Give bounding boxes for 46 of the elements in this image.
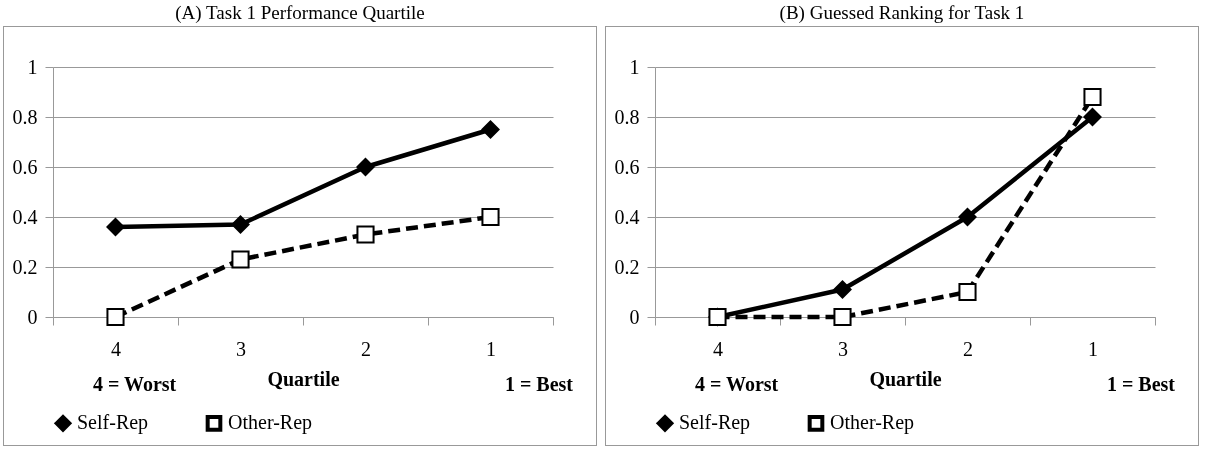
y-tick-label: 0 [27, 305, 38, 328]
x-tick-label: 2 [963, 337, 973, 360]
y-tick-label: 0.4 [614, 205, 640, 228]
point [1083, 87, 1102, 107]
point [833, 280, 852, 299]
y-tick-label: 0.2 [12, 255, 38, 278]
x-tick-label: 4 [111, 337, 121, 360]
legend-label: Other-Rep [228, 411, 313, 435]
x-tick-label: 4 [713, 337, 723, 360]
point [958, 282, 977, 302]
x-tick-label: 3 [838, 337, 848, 360]
point [958, 207, 977, 227]
legend-label: Self-Rep [679, 411, 751, 435]
x-axis-title: Quartile [869, 367, 942, 390]
chart-title: (A) Task 1 Performance Quartile [175, 1, 425, 25]
point [356, 157, 375, 177]
x-tick-label: 2 [361, 337, 371, 360]
y-tick-label: 0 [629, 305, 640, 328]
text: 1 = Best [504, 373, 574, 395]
point [231, 250, 250, 269]
x-tick-label: 1 [1088, 337, 1098, 360]
x-tick-label: 3 [236, 337, 246, 360]
point [1083, 107, 1102, 127]
legend-label: Other-Rep [830, 411, 915, 435]
text: 4 = Worst [93, 373, 177, 395]
point [231, 215, 250, 234]
point [833, 307, 852, 327]
y-tick-label: 0.2 [614, 255, 640, 278]
legend-label: Self-Rep [77, 411, 149, 435]
y-tick-label: 1 [629, 55, 640, 78]
y-tick-label: 0.6 [614, 155, 640, 178]
point [481, 207, 500, 227]
x-tick-label: 1 [486, 337, 496, 360]
x-axis-title: Quartile [267, 367, 340, 390]
y-tick-label: 0.8 [12, 105, 38, 128]
y-tick-label: 0.4 [12, 205, 38, 228]
text: 4 = Worst [695, 373, 779, 395]
y-tick-label: 0.6 [12, 155, 38, 178]
point [106, 307, 125, 327]
chart-title: (B) Guessed Ranking for Task 1 [779, 1, 1025, 25]
point [356, 225, 375, 244]
text: 1 = Best [1106, 373, 1176, 395]
y-tick-label: 1 [27, 55, 38, 78]
y-tick-label: 0.8 [614, 105, 640, 128]
point [481, 120, 500, 139]
point [106, 217, 125, 237]
